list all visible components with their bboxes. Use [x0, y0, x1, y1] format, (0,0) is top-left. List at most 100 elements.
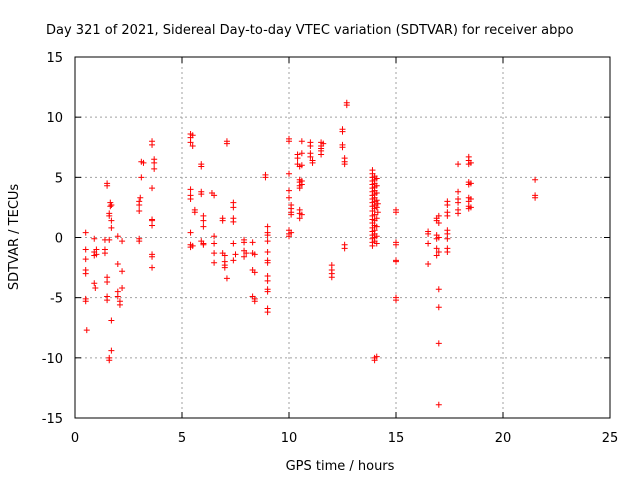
data-point [341, 155, 348, 162]
data-point [92, 285, 99, 292]
data-point [211, 250, 218, 257]
data-point [191, 209, 198, 216]
data-point [198, 191, 205, 198]
data-point [104, 297, 111, 304]
y-axis-label: SDTVAR / TECUs [7, 184, 22, 291]
data-point [189, 143, 196, 150]
data-point [341, 245, 348, 252]
chart-title: Day 321 of 2021, Sidereal Day-to-day VTE… [46, 23, 574, 38]
data-point [307, 153, 314, 160]
data-point [343, 102, 350, 109]
data-point [119, 285, 126, 292]
data-point [298, 177, 305, 184]
y-tick-label: -5 [50, 292, 63, 307]
data-point [230, 257, 237, 264]
data-point [286, 170, 292, 177]
data-point [307, 143, 314, 150]
data-point [374, 200, 381, 207]
data-point [189, 132, 196, 139]
data-point [455, 188, 462, 195]
data-point [264, 238, 271, 245]
data-point [286, 194, 292, 201]
data-point [393, 258, 399, 265]
data-point [149, 185, 156, 192]
data-point [251, 269, 258, 276]
data-point [373, 223, 380, 230]
data-point [211, 233, 218, 240]
data-point [149, 253, 156, 260]
data-point [221, 252, 228, 259]
data-point [264, 232, 271, 239]
y-tick-label: 10 [46, 111, 63, 126]
data-point [151, 165, 158, 172]
data-point [106, 357, 113, 364]
data-point [288, 229, 295, 236]
y-tick-label: 0 [55, 232, 63, 247]
data-points [82, 99, 539, 408]
data-point [119, 238, 126, 245]
data-point [309, 159, 316, 166]
data-point [298, 211, 305, 218]
data-point [455, 161, 462, 168]
data-point [532, 176, 539, 183]
data-point [393, 239, 399, 246]
y-tick-label: -15 [42, 412, 63, 427]
data-point [106, 210, 113, 217]
data-point [151, 156, 158, 163]
axis-ticks [74, 56, 611, 419]
data-point [264, 288, 271, 295]
data-point [264, 223, 271, 230]
data-point [435, 286, 442, 293]
data-point [393, 297, 399, 304]
data-point [119, 268, 126, 275]
data-point [373, 189, 380, 196]
data-point [467, 159, 474, 166]
data-point [136, 198, 143, 205]
data-point [373, 175, 380, 182]
data-point [251, 251, 258, 258]
data-point [223, 138, 230, 145]
data-point [223, 275, 230, 282]
data-point [82, 298, 89, 305]
data-point [262, 174, 269, 181]
data-point [200, 223, 207, 230]
y-tick-label: 5 [55, 171, 63, 186]
x-tick-label: 25 [602, 431, 619, 446]
data-point [91, 235, 98, 242]
data-point [241, 253, 248, 260]
data-point [187, 229, 194, 236]
data-point [219, 217, 226, 224]
data-point [108, 347, 115, 354]
data-point [104, 279, 111, 286]
data-point [82, 270, 89, 277]
data-point [140, 159, 147, 166]
data-point [373, 204, 380, 211]
data-point [200, 241, 207, 248]
data-point [243, 250, 250, 257]
data-point [341, 161, 348, 168]
data-point [286, 233, 292, 240]
data-point [91, 280, 98, 287]
data-point [249, 239, 256, 246]
x-tick-label: 20 [495, 431, 512, 446]
x-tick-label: 0 [71, 431, 79, 446]
data-point [339, 128, 346, 135]
data-point [116, 301, 123, 308]
data-point [298, 150, 305, 157]
x-tick-label: 15 [388, 431, 405, 446]
data-point [104, 182, 111, 189]
data-point [82, 229, 89, 236]
data-point [187, 186, 194, 193]
data-point [435, 304, 442, 311]
x-tick-label: 10 [281, 431, 298, 446]
x-axis-label: GPS time / hours [286, 459, 395, 474]
data-point [444, 212, 451, 219]
data-point [189, 242, 196, 249]
data-point [138, 174, 145, 181]
data-point [373, 353, 380, 360]
data-point [296, 215, 303, 222]
data-point [211, 192, 218, 199]
data-point [532, 194, 539, 201]
data-point [286, 138, 292, 145]
